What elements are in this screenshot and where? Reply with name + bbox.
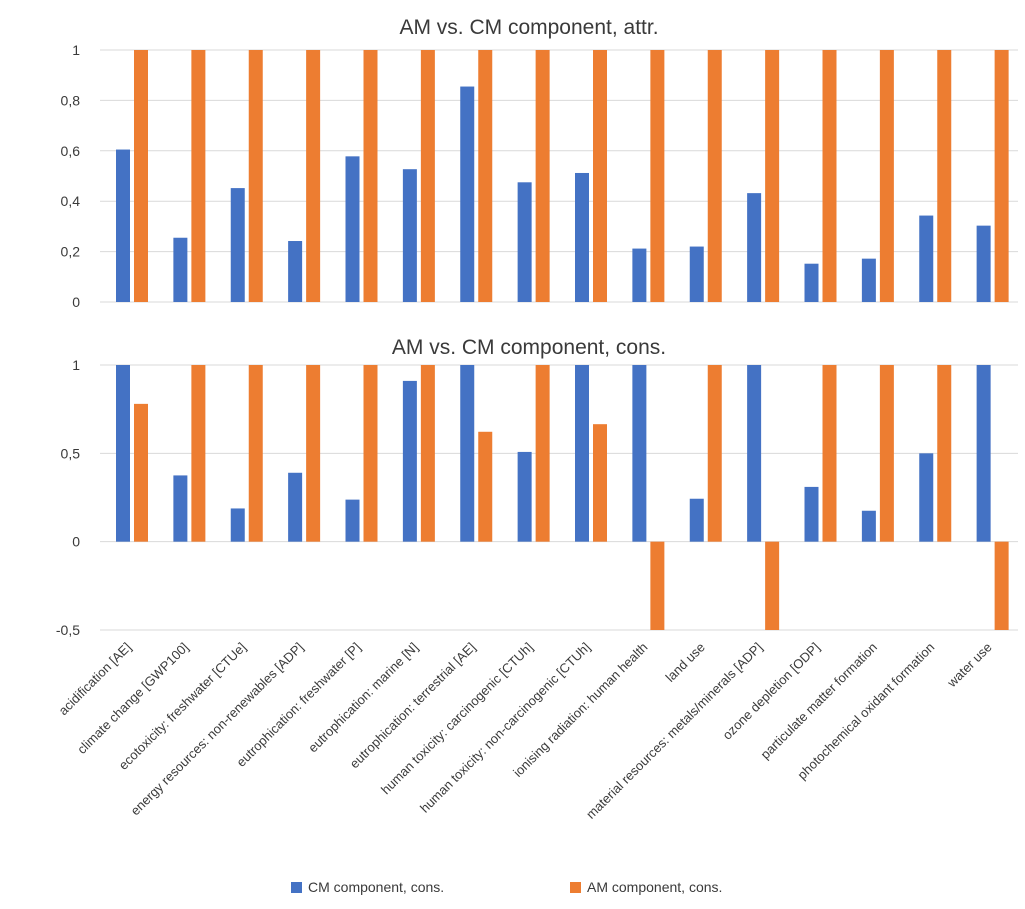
chart-title-2: AM vs. CM component, cons. (392, 336, 666, 359)
bar-p1-cm-0 (116, 149, 130, 302)
bar-p2-am-9 (650, 541, 665, 630)
bar-p1-am-13 (879, 50, 894, 302)
y-tick-label-p1-2: 0,4 (61, 193, 81, 209)
bar-p2-am-3 (306, 365, 321, 542)
bar-p2-cm-9 (632, 365, 647, 542)
y-tick-label-p1-3: 0,6 (61, 143, 81, 159)
y-tick-label-p2-1: 0 (72, 534, 80, 550)
bar-p1-cm-6 (460, 86, 475, 302)
bar-p2-cm-5 (402, 380, 417, 542)
bar-p1-cm-12 (804, 263, 819, 302)
bar-p2-cm-12 (804, 486, 819, 542)
bar-p2-am-13 (879, 365, 894, 542)
y-tick-label-p1-1: 0,2 (61, 244, 81, 260)
bar-p2-cm-4 (345, 499, 360, 542)
bar-p1-am-15 (994, 50, 1009, 302)
bar-p2-cm-11 (747, 365, 762, 542)
bar-p1-am-12 (822, 50, 837, 302)
y-tick-label-p2-0: -0,5 (56, 622, 80, 638)
bar-p2-cm-8 (575, 365, 589, 542)
bar-p1-am-0 (134, 50, 148, 302)
bar-p1-cm-10 (689, 246, 704, 302)
bar-p1-am-2 (248, 50, 263, 302)
bar-p1-am-11 (765, 50, 780, 302)
bar-p1-am-9 (650, 50, 665, 302)
bar-p1-am-10 (707, 50, 722, 302)
bar-p1-cm-15 (976, 225, 991, 302)
bar-p2-am-2 (248, 365, 263, 542)
x-category-label-15: water use (944, 640, 995, 691)
bar-p2-cm-10 (689, 498, 704, 542)
x-category-label-5: eutrophication: marine [N] (305, 640, 421, 756)
bar-p1-cm-14 (919, 215, 934, 302)
bar-p1-am-4 (363, 50, 378, 302)
legend-swatch-cm (291, 882, 302, 893)
bar-p1-cm-9 (632, 248, 647, 302)
y-tick-label-p2-2: 0,5 (61, 445, 81, 461)
bar-p2-cm-0 (116, 365, 130, 542)
bar-p1-am-5 (420, 50, 435, 302)
bar-p2-am-10 (707, 365, 722, 542)
bar-p2-am-0 (134, 403, 148, 542)
bar-p2-am-7 (535, 365, 550, 542)
bar-p1-cm-4 (345, 156, 360, 302)
bar-p2-cm-2 (230, 508, 245, 542)
bar-p1-am-7 (535, 50, 550, 302)
bar-p2-am-8 (593, 424, 607, 542)
legend-swatch-am (570, 882, 581, 893)
x-category-label-12: ozone depletion [ODP] (720, 640, 823, 743)
bar-p2-cm-3 (288, 472, 303, 542)
bar-p1-am-6 (478, 50, 493, 302)
bar-p2-am-6 (478, 431, 493, 542)
y-tick-label-p1-5: 1 (72, 42, 80, 58)
x-category-label-13: particulate matter formation (758, 640, 880, 762)
x-category-label-10: land use (663, 640, 708, 685)
bar-p2-cm-15 (976, 365, 991, 542)
bar-p1-cm-3 (288, 241, 303, 302)
bar-p1-cm-2 (230, 188, 245, 302)
bar-p1-am-14 (937, 50, 952, 302)
bar-p1-cm-8 (575, 172, 589, 302)
bar-p1-am-3 (306, 50, 321, 302)
y-tick-label-p1-4: 0,8 (61, 92, 81, 108)
y-tick-label-p2-3: 1 (72, 357, 80, 373)
bar-p2-cm-13 (861, 510, 876, 542)
bar-p2-am-14 (937, 365, 952, 542)
bar-p1-cm-13 (861, 258, 876, 302)
bar-p2-am-11 (765, 541, 780, 630)
y-tick-label-p1-0: 0 (72, 294, 80, 310)
bar-p1-am-1 (191, 50, 206, 302)
legend-label-am: AM component, cons. (587, 879, 722, 895)
bar-p2-am-4 (363, 365, 378, 542)
chart-title-1: AM vs. CM component, attr. (399, 16, 658, 39)
bar-p1-cm-11 (747, 193, 762, 302)
bar-p2-am-1 (191, 365, 206, 542)
bar-p1-cm-7 (517, 182, 532, 302)
bar-p2-am-12 (822, 365, 837, 542)
bar-p1-cm-5 (402, 169, 417, 302)
bar-p2-cm-1 (173, 475, 188, 542)
bar-p2-cm-6 (460, 365, 475, 542)
bar-p1-am-8 (593, 50, 607, 302)
legend-label-cm: CM component, cons. (308, 879, 444, 895)
bar-p2-am-15 (994, 541, 1009, 630)
x-category-label-1: climate change [GWP100] (74, 640, 191, 757)
bar-p2-cm-14 (919, 453, 934, 542)
bar-p1-cm-1 (173, 237, 188, 302)
bar-p2-am-5 (420, 365, 435, 542)
bar-p2-cm-7 (517, 451, 532, 542)
